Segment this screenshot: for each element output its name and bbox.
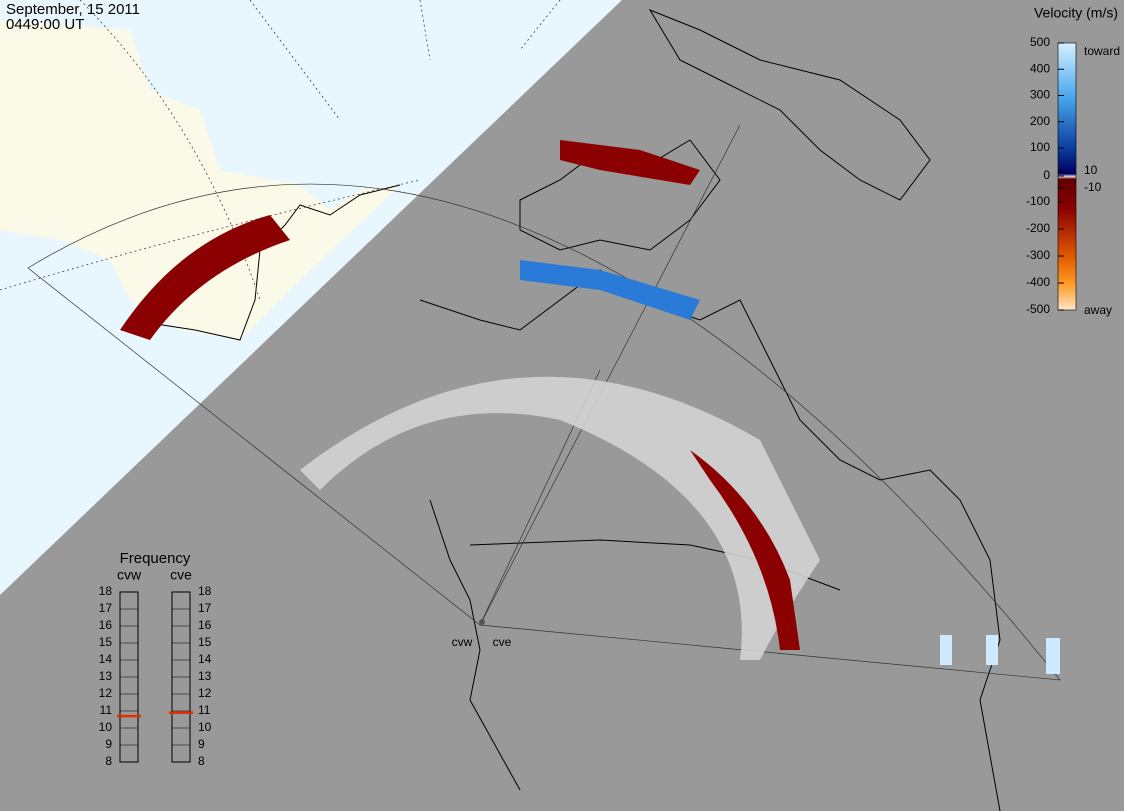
tick-label: 13: [99, 669, 113, 683]
tick-label: 300: [1030, 88, 1050, 102]
tick-label: 14: [99, 652, 113, 666]
tick-label: 13: [198, 669, 212, 683]
tick-label: 10: [99, 720, 113, 734]
away-label: away: [1084, 303, 1112, 317]
lat-lon-grid: [0, 0, 561, 301]
tick-label: -200: [1026, 221, 1050, 235]
tick-label: -400: [1026, 275, 1050, 289]
frequency-title: Frequency: [120, 550, 191, 567]
tick-label: 17: [198, 601, 212, 615]
time: 0449:00 UT: [6, 16, 84, 33]
tick-label: -300: [1026, 248, 1050, 262]
tick-label: -500: [1026, 302, 1050, 316]
tick-label: -10: [1084, 180, 1102, 194]
tick-label: 8: [198, 754, 205, 768]
velocity-title: Velocity (m/s): [1034, 5, 1118, 21]
tick-label: 18: [99, 584, 113, 598]
radar-name: cve: [170, 567, 192, 583]
tick-label: 17: [99, 601, 113, 615]
radar-name: cvw: [117, 567, 142, 583]
tick-label: 16: [198, 618, 212, 632]
tick-label: 100: [1030, 140, 1050, 154]
site-label: cvw: [452, 635, 473, 649]
tick-label: 10: [198, 720, 212, 734]
tick-label: 400: [1030, 61, 1050, 75]
tick-label: 16: [99, 618, 113, 632]
date: September, 15 2011: [6, 1, 140, 18]
tick-label: 11: [198, 703, 211, 717]
tick-label: 15: [99, 635, 113, 649]
tick-label: 8: [105, 754, 112, 768]
tick-label: 18: [198, 584, 212, 598]
tick-label: 11: [100, 703, 113, 717]
tick-label: 15: [198, 635, 212, 649]
radar-site: [479, 619, 485, 625]
tick-label: 0: [1043, 168, 1050, 182]
tick-label: 500: [1030, 35, 1050, 49]
tick-label: 12: [99, 686, 113, 700]
scatter-cells: [120, 140, 1060, 674]
tick-label: 200: [1030, 114, 1050, 128]
tick-label: -100: [1026, 194, 1050, 208]
site-label: cve: [493, 635, 512, 649]
toward-label: toward: [1084, 44, 1120, 58]
tick-label: 9: [198, 737, 205, 751]
tick-label: 12: [198, 686, 212, 700]
tick-label: 14: [198, 652, 212, 666]
tick-label: 9: [105, 737, 112, 751]
tick-label: 10: [1084, 163, 1098, 177]
land: [0, 20, 400, 340]
